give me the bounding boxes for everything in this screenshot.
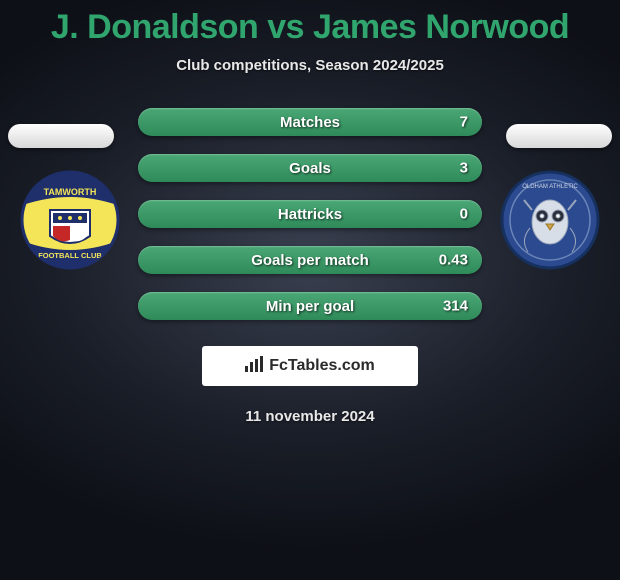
stat-value: 7: [460, 114, 468, 131]
subtitle: Club competitions, Season 2024/2025: [0, 57, 620, 74]
club-badge-right: OLDHAM ATHLETIC: [500, 170, 600, 270]
svg-text:OLDHAM ATHLETIC: OLDHAM ATHLETIC: [522, 184, 578, 190]
stat-label: Min per goal: [266, 298, 354, 315]
stat-value: 314: [443, 298, 468, 315]
stat-value: 0: [460, 206, 468, 223]
stat-label: Goals per match: [251, 252, 369, 269]
date-text: 11 november 2024: [0, 408, 620, 425]
stat-row-min-per-goal: Min per goal 314: [138, 292, 482, 320]
page-title: J. Donaldson vs James Norwood: [0, 8, 620, 47]
stat-row-goals: Goals 3: [138, 154, 482, 182]
chart-icon: [245, 356, 263, 377]
stat-value: 3: [460, 160, 468, 177]
stat-row-hattricks: Hattricks 0: [138, 200, 482, 228]
stat-label: Goals: [289, 160, 331, 177]
stat-row-matches: Matches 7: [138, 108, 482, 136]
club-badge-left: TAMWORTH FOOTBALL CLUB: [20, 170, 120, 270]
stat-value: 0.43: [439, 252, 468, 269]
svg-text:FOOTBALL CLUB: FOOTBALL CLUB: [38, 251, 102, 260]
svg-text:TAMWORTH: TAMWORTH: [44, 187, 97, 197]
stat-label: Hattricks: [278, 206, 342, 223]
stat-label: Matches: [280, 114, 340, 131]
player-pill-right: [506, 124, 612, 148]
stat-row-goals-per-match: Goals per match 0.43: [138, 246, 482, 274]
player-pill-left: [8, 124, 114, 148]
branding-badge[interactable]: FcTables.com: [202, 346, 418, 386]
branding-text: FcTables.com: [269, 357, 375, 375]
